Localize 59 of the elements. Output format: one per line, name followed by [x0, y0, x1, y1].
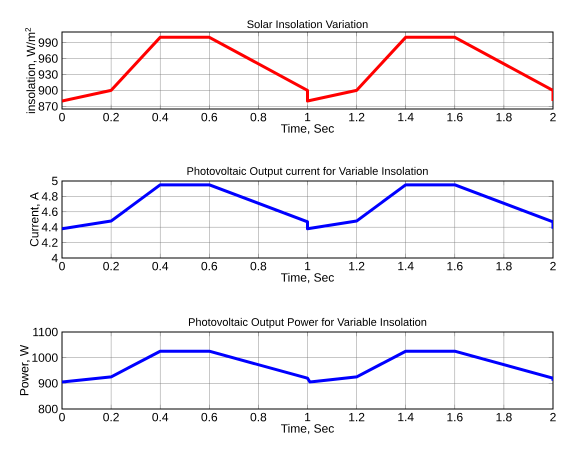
- x-tick-label: 0.6: [201, 412, 218, 422]
- x-tick-label: 1.4: [398, 412, 414, 422]
- line-series: [62, 350, 553, 384]
- x-tick-label: 0.4: [152, 262, 168, 270]
- chart-title: Solar Insolation Variation: [247, 20, 368, 28]
- x-tick-label: 0.2: [103, 262, 119, 270]
- x-axis-title: Time, Sec: [280, 424, 334, 434]
- x-tick-label: 0: [59, 112, 65, 122]
- x-tick-label: 0.4: [152, 112, 168, 122]
- y-tick-label: 960: [38, 54, 58, 63]
- x-tick-label: 0: [59, 262, 65, 270]
- x-tick-label: 1.8: [496, 262, 512, 270]
- x-tick-label: 2: [550, 262, 556, 270]
- x-axis-title: Time, Sec: [280, 124, 334, 134]
- y-tick-label: 900: [38, 379, 58, 388]
- x-tick-label: 0.4: [152, 412, 168, 422]
- line-series: [62, 183, 553, 230]
- x-tick-label: 0.6: [201, 262, 218, 270]
- y-tick-label: 870: [38, 102, 58, 111]
- y-tick-label: 1000: [32, 353, 58, 362]
- x-tick-label: 1.2: [349, 112, 364, 122]
- y-axis-title: Power, W: [20, 344, 30, 396]
- y-tick-label: 1100: [33, 328, 58, 336]
- x-tick-label: 0.2: [103, 112, 119, 122]
- x-tick-label: 1.2: [349, 412, 364, 422]
- y-tick-label: 4.4: [42, 223, 58, 232]
- y-axis-title: Current, A: [30, 192, 40, 246]
- x-tick-label: 1: [305, 262, 310, 270]
- x-tick-label: 1.4: [398, 262, 414, 270]
- x-tick-label: 1.6: [447, 262, 463, 270]
- x-tick-label: 0.8: [250, 262, 266, 270]
- x-tick-label: 2: [550, 412, 556, 422]
- x-tick-label: 1.6: [447, 112, 463, 122]
- x-tick-label: 1.8: [496, 412, 512, 422]
- y-tick-label: 990: [38, 38, 58, 47]
- x-tick-label: 1.6: [447, 412, 463, 422]
- chart-title: Photovoltaic Output Power for Variable Insolation: [188, 318, 426, 328]
- x-tick-label: 1: [305, 412, 310, 422]
- x-tick-label: 0.2: [103, 412, 119, 422]
- x-axis-title: Time, Sec: [280, 272, 334, 284]
- y-tick-label: 900: [38, 86, 58, 95]
- y-tick-label: 4.8: [42, 192, 58, 201]
- y-tick-label: 4.2: [42, 238, 58, 247]
- y-tick-label: 4: [52, 254, 58, 262]
- x-tick-label: 1.8: [496, 112, 512, 122]
- x-tick-label: 1.4: [398, 112, 414, 122]
- x-tick-label: 0: [59, 412, 65, 422]
- y-tick-label: 4.6: [42, 208, 58, 216]
- x-tick-label: 2: [550, 112, 556, 122]
- x-tick-label: 0.8: [250, 412, 266, 422]
- y-axis-title: insolation, W/m$^{2}$: [25, 28, 37, 114]
- x-tick-label: 1.2: [349, 262, 364, 270]
- chart-title: Photovoltaic Output current for Variable Insolation: [187, 166, 428, 178]
- x-tick-label: 0.8: [250, 112, 266, 122]
- y-tick-label: 5: [52, 176, 58, 186]
- y-tick-label: 930: [38, 70, 58, 79]
- y-tick-label: 800: [38, 404, 58, 414]
- x-tick-label: 0.6: [201, 112, 218, 122]
- x-tick-label: 1: [305, 112, 310, 122]
